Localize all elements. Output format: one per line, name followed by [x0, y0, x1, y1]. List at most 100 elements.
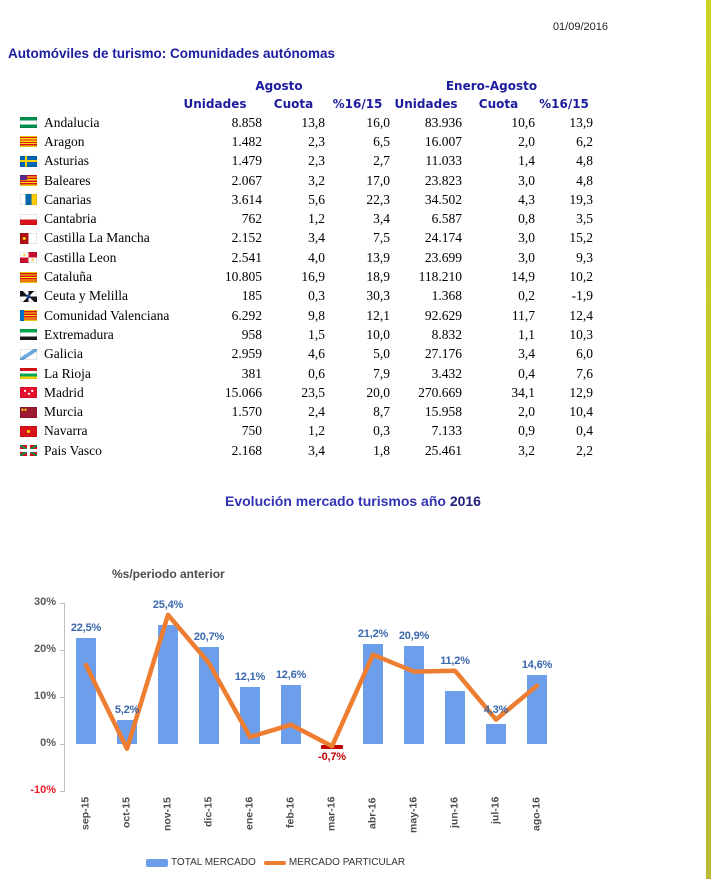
- col-header-pct-agosto: %16/15: [332, 97, 383, 111]
- value-cell: 185: [241, 288, 262, 304]
- region-cell: Castilla La Mancha: [20, 229, 168, 248]
- empty-header-cell: [20, 76, 168, 95]
- value-cell: 15.958: [424, 404, 462, 420]
- region-cell: Navarra: [20, 422, 168, 441]
- value-cell: 958: [241, 326, 262, 342]
- table-row: Extremadura 958 1,5 10,0 8.832 1,1 10,3: [20, 325, 593, 344]
- value-cell: 34.502: [424, 191, 462, 207]
- value-cell: 3.614: [231, 191, 262, 207]
- region-name: Extremadura: [44, 326, 114, 342]
- value-cell: 0,8: [518, 211, 535, 227]
- chart-legend: TOTAL MERCADO MERCADO PARTICULAR: [146, 857, 405, 868]
- bar-label-ago-16: 14,6%: [521, 659, 553, 672]
- bar-label-mar-16: -0,7%: [318, 751, 346, 763]
- value-cell: 9,8: [308, 307, 325, 323]
- la-rioja-flag-icon: [20, 368, 37, 379]
- value-cell: -1,9: [571, 288, 593, 304]
- x-tick-label-mar-16: mar-16: [325, 797, 338, 832]
- value-cell: 18,9: [366, 269, 390, 285]
- value-cell: 2.541: [231, 249, 262, 265]
- region-cell: Extremadura: [20, 325, 168, 344]
- col-header-unidades-enero-agosto: Unidades: [394, 97, 458, 111]
- x-tick-label-dic-15: dic-15: [202, 797, 215, 828]
- table-row: Andalucia 8.858 13,8 16,0 83.936 10,6 13,9: [20, 113, 593, 132]
- value-cell: 2.067: [231, 172, 262, 188]
- bar-label-nov-15: 25,4%: [152, 598, 184, 611]
- table-row: Navarra 750 1,2 0,3 7.133 0,9 0,4: [20, 422, 593, 441]
- region-cell: Cataluña: [20, 267, 168, 286]
- value-cell: 1,2: [308, 211, 325, 227]
- region-cell: Galicia: [20, 345, 168, 364]
- table-row: Cantabria 762 1,2 3,4 6.587 0,8 3,5: [20, 209, 593, 228]
- x-tick-label-jun-16: jun-16: [448, 797, 461, 828]
- value-cell: 12,1: [366, 307, 390, 323]
- value-cell: 2.168: [231, 442, 262, 458]
- value-cell: 15.066: [224, 384, 262, 400]
- regions-table: Agosto Enero-Agosto Unidades Cuota %16/1…: [20, 76, 593, 460]
- value-cell: 10,0: [366, 326, 390, 342]
- y-tick-mark: [60, 697, 64, 698]
- chart-title: Evolución mercado turismos año 2016: [0, 493, 706, 509]
- value-cell: 3,2: [518, 442, 535, 458]
- table-row: Galicia 2.959 4,6 5,0 27.176 3,4 6,0: [20, 345, 593, 364]
- table-row: Ceuta y Melilla 185 0,3 30,3 1.368 0,2 -1,9: [20, 287, 593, 306]
- table-row: Cataluña 10.805 16,9 18,9 118.210 14,9 10,2: [20, 267, 593, 286]
- value-cell: 1,2: [308, 423, 325, 439]
- asturias-flag-icon: [20, 155, 37, 167]
- cantabria-flag-icon: [20, 213, 37, 225]
- y-tick-mark: [60, 791, 64, 792]
- value-cell: 15,2: [569, 230, 593, 246]
- value-cell: 5,6: [308, 191, 325, 207]
- y-tick-mark: [60, 744, 64, 745]
- value-cell: 3,0: [518, 249, 535, 265]
- y-tick-label: -10%: [30, 784, 56, 796]
- value-cell: 13,9: [366, 249, 390, 265]
- region-name: Navarra: [44, 423, 88, 439]
- value-cell: 0,6: [308, 365, 325, 381]
- x-tick-label-feb-16: feb-16: [284, 797, 297, 828]
- bar-label-jul-16: 4,3%: [483, 703, 509, 716]
- value-cell: 3,5: [576, 211, 593, 227]
- value-cell: 0,9: [518, 423, 535, 439]
- region-name: Andalucia: [44, 114, 100, 130]
- table-row: Castilla Leon 2.541 4,0 13,9 23.699 3,0 9,3: [20, 248, 593, 267]
- region-cell: Castilla Leon: [20, 248, 168, 267]
- table-row: Murcia 1.570 2,4 8,7 15.958 2,0 10,4: [20, 402, 593, 421]
- col-header-cuota-enero-agosto: Cuota: [478, 97, 519, 111]
- value-cell: 8,7: [373, 404, 390, 420]
- bar-label-sep-15: 22,5%: [70, 622, 102, 635]
- x-tick-label-jul-16: jul-16: [489, 797, 502, 825]
- legend-bar-swatch-icon: [146, 858, 168, 867]
- value-cell: 11,7: [511, 307, 535, 323]
- table-row: La Rioja 381 0,6 7,9 3.432 0,4 7,6: [20, 364, 593, 383]
- y-tick-label: 0%: [40, 737, 56, 749]
- x-tick-label-may-16: may-16: [407, 797, 420, 834]
- valenciana-flag-icon: [20, 310, 37, 322]
- value-cell: 381: [241, 365, 262, 381]
- value-cell: 16.007: [424, 133, 462, 149]
- legend-line-swatch-icon: [263, 860, 286, 865]
- region-name: La Rioja: [44, 365, 91, 381]
- value-cell: 3,4: [308, 442, 325, 458]
- x-tick-label-oct-15: oct-15: [120, 797, 133, 828]
- chart-title-year: 2016: [449, 493, 481, 509]
- value-cell: 20,0: [366, 384, 390, 400]
- value-cell: 7.133: [431, 423, 462, 439]
- value-cell: 3,4: [518, 346, 535, 362]
- bar-nov-15: [158, 624, 178, 744]
- region-cell: Aragon: [20, 132, 168, 151]
- region-name: Comunidad Valenciana: [44, 307, 170, 323]
- region-name: Castilla Leon: [44, 249, 117, 265]
- value-cell: 27.176: [424, 346, 462, 362]
- value-cell: 4,6: [308, 346, 325, 362]
- value-cell: 6.587: [431, 211, 462, 227]
- value-cell: 23,5: [301, 384, 325, 400]
- galicia-flag-icon: [20, 348, 37, 360]
- value-cell: 0,3: [373, 423, 390, 439]
- andalucia-flag-icon: [20, 117, 37, 129]
- value-cell: 7,5: [373, 230, 390, 246]
- bar-label-oct-15: 5,2%: [114, 703, 140, 716]
- region-name: Pais Vasco: [44, 442, 102, 458]
- region-name: Madrid: [44, 384, 84, 400]
